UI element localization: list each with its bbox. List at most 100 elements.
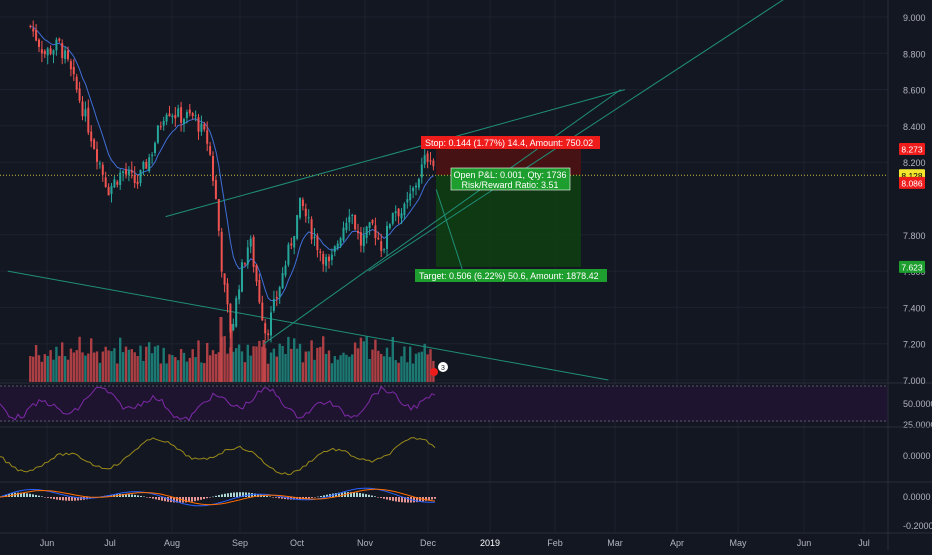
candle-body (125, 169, 127, 175)
y-tick-label: 7.800 (903, 231, 926, 241)
position-labels[interactable]: Stop: 0.144 (1.77%) 14.4, Amount: 750.02… (415, 136, 607, 376)
volume-bar (275, 356, 278, 382)
trendline[interactable] (165, 89, 625, 218)
candle-body (359, 232, 362, 246)
macd-hist-bar (191, 497, 193, 502)
candle-body (391, 212, 394, 224)
volume-bar (333, 356, 336, 382)
candle-body (249, 238, 252, 247)
volume-bar (197, 340, 200, 382)
candle-body (29, 25, 32, 27)
price-badge-text: 8.128 (901, 171, 923, 181)
macd-hist-bar (56, 497, 58, 500)
candle-body (429, 160, 432, 162)
volume-spike (262, 340, 266, 382)
macd-tick-label: 0.0000 (903, 492, 931, 502)
macd-hist-bar (53, 497, 55, 500)
volume-bar (145, 346, 148, 382)
candle-body (287, 244, 290, 265)
macd-hist-bar (245, 492, 247, 497)
volume-bar (84, 355, 87, 382)
macd-hist-bar (164, 497, 166, 502)
candle-body (168, 113, 171, 117)
volume-bar (148, 342, 151, 382)
candle-body (58, 38, 61, 41)
candle-body (43, 50, 46, 55)
volume-bar (182, 352, 186, 382)
volume-bar (353, 342, 357, 382)
macd-hist-bar (401, 497, 403, 503)
candle-body (165, 114, 168, 122)
target-label-box[interactable] (415, 269, 607, 282)
macd-hist-bar (326, 494, 328, 497)
macd-hist-bar (206, 497, 208, 499)
volume-bar (49, 350, 52, 382)
candle-body (374, 225, 377, 239)
candle-body (336, 243, 339, 249)
x-tick-label: 2019 (480, 538, 500, 548)
volume-bar (380, 353, 383, 382)
y-tick-label: 8.600 (903, 86, 926, 96)
volume-bar (295, 348, 299, 382)
volume-bar (249, 355, 252, 382)
volume-bar (194, 357, 197, 382)
volume-bar (316, 347, 319, 382)
trendline[interactable] (435, 189, 464, 272)
candle-body (217, 199, 220, 231)
volume-bar (113, 348, 116, 382)
volume-bar (66, 359, 70, 382)
volume-bar (217, 352, 220, 382)
volume-bar (269, 352, 273, 382)
candle-body (415, 185, 417, 188)
price-badge-text: 7.623 (901, 262, 923, 272)
macd-hist-bar (269, 496, 271, 498)
macd-hist-bar (5, 494, 7, 497)
candle-body (209, 146, 212, 155)
candle-body (322, 253, 325, 265)
volume-bar (55, 346, 58, 382)
event-marker-icon[interactable] (438, 362, 448, 372)
price-badge-red (899, 142, 925, 155)
earnings-flag-icon[interactable] (430, 368, 438, 376)
macd-hist-bar (305, 497, 307, 499)
candle-body (72, 67, 75, 75)
volume-bar (150, 353, 154, 382)
rsi-pane: 50.0000 25.0000 (0, 385, 932, 430)
trendline[interactable] (368, 0, 841, 272)
volume-bar (374, 339, 377, 382)
macd-hist-bar (47, 497, 49, 498)
rsi-tick-label: 25.0000 (903, 420, 932, 430)
stop-label-box[interactable] (421, 136, 600, 149)
volume-bar (258, 340, 261, 382)
volume-bar (426, 354, 429, 382)
volume-bar (417, 352, 421, 382)
volume-bar (429, 349, 432, 382)
macd-hist-bar (50, 497, 52, 499)
volume-bar (119, 337, 122, 382)
x-tick-label: Dec (420, 538, 437, 548)
candle-body (290, 243, 293, 246)
candle-body (316, 235, 319, 251)
trendlines[interactable] (7, 0, 841, 381)
candle-body (400, 213, 403, 219)
candle-body (188, 109, 191, 114)
trendline[interactable] (263, 89, 621, 345)
volume-bar (208, 355, 212, 382)
open-pnl-label: Open P&L: 0.001, Qty: 1736 (453, 170, 566, 180)
candle-body (110, 186, 113, 195)
trendline[interactable] (7, 270, 609, 381)
macd-hist-bar (80, 497, 82, 501)
macd-hist-bar (341, 492, 343, 497)
candle-body (417, 178, 420, 188)
candle-body (46, 48, 49, 56)
volume-bar (52, 359, 55, 382)
open-pnl-box[interactable] (450, 167, 571, 191)
x-tick-label: Jun (40, 538, 55, 548)
macd-hist-bar (215, 495, 217, 497)
candle-body (32, 28, 35, 32)
candle-body (154, 142, 156, 154)
macd-hist-bar (71, 497, 73, 501)
volume-bar (356, 348, 360, 382)
